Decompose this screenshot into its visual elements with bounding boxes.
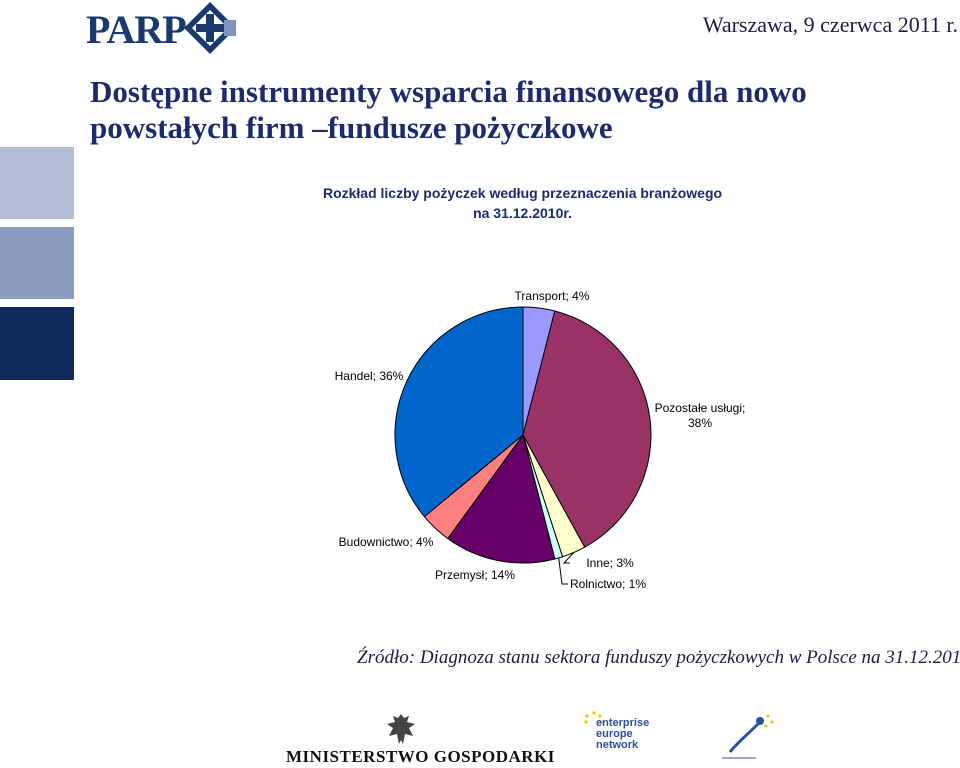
date-text: Warszawa, 9 czerwca 2011 r. xyxy=(702,12,958,37)
ministry-label: MINISTERSTWO GOSPODARKI xyxy=(286,747,555,766)
side-block-mid xyxy=(0,227,74,299)
side-block-dark xyxy=(0,307,74,380)
een-line-2: europe xyxy=(596,728,633,740)
parp-logo: PARP xyxy=(86,2,246,54)
parp-logo-text: PARP xyxy=(86,7,187,52)
pie-label-1-line2: 38% xyxy=(688,416,712,430)
pie-slice-przemysł xyxy=(447,433,556,564)
eu-stars-icon xyxy=(584,711,603,724)
een-line-1: enterprise xyxy=(596,717,650,729)
pie-label-3: Rolnictwo; 1% xyxy=(570,577,646,591)
pie-label-4: Przemysł; 14% xyxy=(435,568,515,582)
parp-diamond-icon xyxy=(184,2,236,54)
leader-line-3 xyxy=(558,557,568,585)
een-logo: enterprise europe network xyxy=(584,711,650,762)
pie-slice-handel xyxy=(394,306,524,518)
een-line-3: network xyxy=(596,739,639,751)
pie-label-6: Handel; 36% xyxy=(335,369,404,383)
side-block-light xyxy=(0,147,74,219)
chart-title: Rozkład liczby pożyczek według przeznacz… xyxy=(250,183,795,223)
pie-label-2: Inne; 3% xyxy=(586,556,634,570)
chart-title-line2: na 31.12.2010r. xyxy=(473,205,572,221)
pie-label-5: Budownictwo; 4% xyxy=(339,535,434,549)
page-title: Dostępne instrumenty wsparcia finansoweg… xyxy=(90,74,807,145)
chart-title-line1: Rozkład liczby pożyczek według przeznacz… xyxy=(322,185,723,201)
cip-logo-icon xyxy=(722,714,774,759)
polish-eagle-icon xyxy=(387,714,415,744)
pie-label-1: Pozostałe usługi; xyxy=(655,401,746,415)
pie-label-0: Transport; 4% xyxy=(515,289,590,303)
source-note: Źródło: Diagnoza stanu sektora funduszy … xyxy=(357,647,960,668)
pie-slice-pozostałe-usługi xyxy=(522,310,652,548)
leader-line-2 xyxy=(562,552,575,564)
